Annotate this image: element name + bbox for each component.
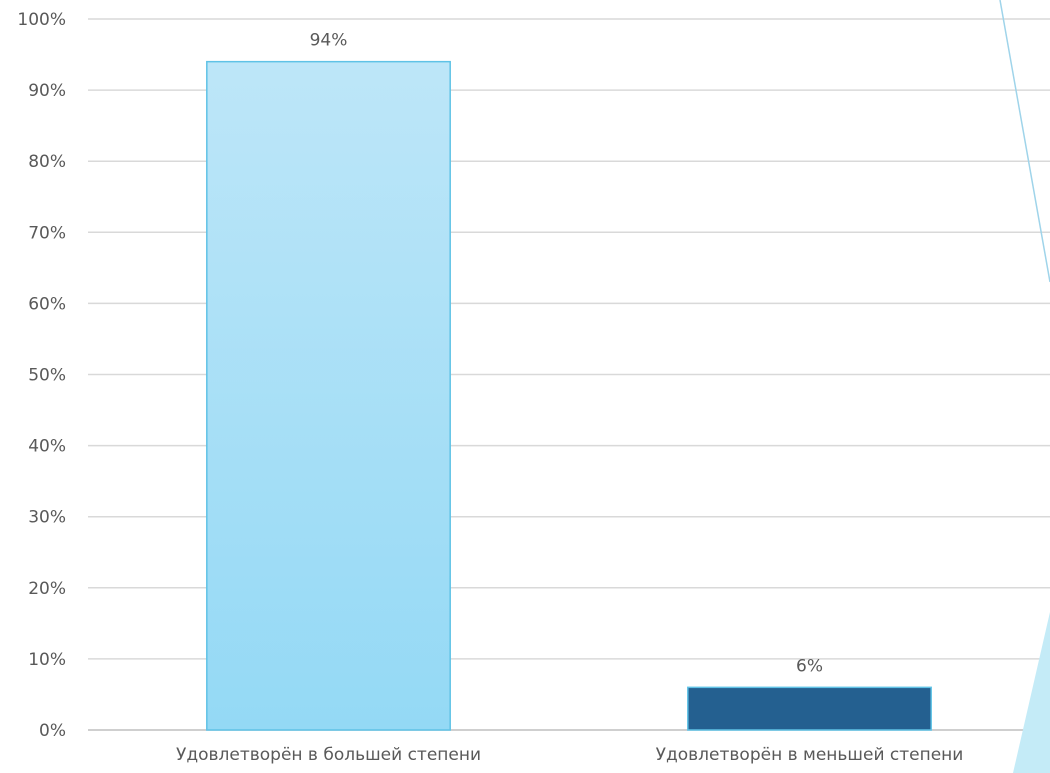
y-tick-label: 10%: [28, 650, 66, 670]
y-tick-label: 50%: [28, 366, 66, 386]
data-label: 94%: [310, 31, 348, 51]
y-tick-label: 80%: [28, 152, 66, 172]
x-category-label: Удовлетворён в меньшей степени: [656, 745, 964, 765]
bar-1: [206, 60, 451, 731]
y-tick-label: 20%: [28, 579, 66, 599]
decorative-triangle: [1013, 612, 1050, 773]
y-axis: 0% 10% 20% 30% 40% 50% 60% 70% 80% 90% 100%: [17, 10, 66, 741]
data-label: 6%: [796, 656, 823, 676]
decorative-line: [999, 0, 1050, 283]
bar-2: [687, 686, 932, 731]
y-tick-label: 90%: [28, 81, 66, 101]
x-axis: Удовлетворён в большей степени Удовлетвор…: [176, 745, 963, 765]
decorative-shapes: [999, 0, 1050, 773]
y-tick-label: 30%: [28, 508, 66, 528]
y-tick-label: 40%: [28, 437, 66, 457]
y-tick-label: 60%: [28, 294, 66, 314]
y-tick-label: 0%: [39, 721, 66, 741]
bars: 94% 6%: [206, 31, 932, 731]
x-category-label: Удовлетворён в большей степени: [176, 745, 481, 765]
y-tick-label: 70%: [28, 223, 66, 243]
y-tick-label: 100%: [17, 10, 66, 30]
